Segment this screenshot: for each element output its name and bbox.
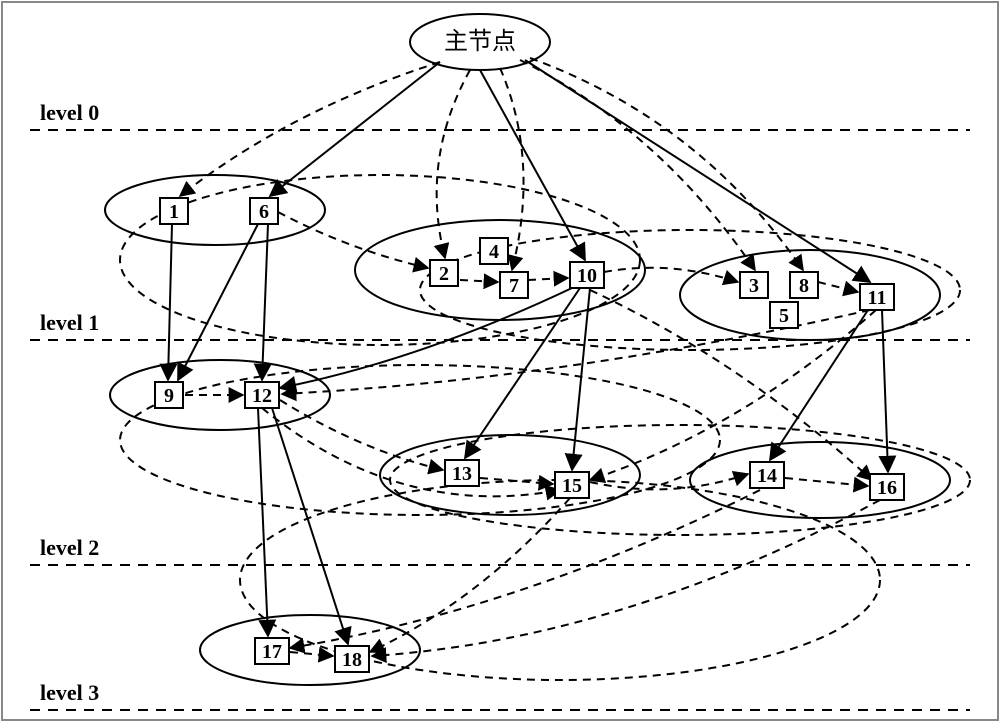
solid-edge [770,310,868,460]
node-18: 18 [335,646,369,672]
node-label-6: 6 [259,201,269,223]
root-node: 主节点 [410,14,550,70]
solid-edge [465,288,580,458]
node-label-9: 9 [164,385,174,407]
dashed-edge [590,310,876,480]
dashed-edge [818,282,858,292]
node-3: 3 [740,272,768,298]
node-label-7: 7 [509,275,519,297]
group-g16 [105,175,325,245]
node-label-12: 12 [252,385,272,407]
solid-edge [168,224,172,380]
solid-edge [525,60,870,282]
solid-edge [258,408,268,636]
node-10: 10 [570,262,604,288]
node-7: 7 [500,272,528,298]
level-label: level 1 [40,310,99,335]
dashed-edge [528,278,568,280]
dashed-edge [278,212,428,268]
node-label-3: 3 [749,275,759,297]
node-14: 14 [750,462,784,488]
node-label-17: 17 [262,641,282,663]
level-label: level 2 [40,535,99,560]
dashed-group [120,365,720,515]
node-2: 2 [430,260,458,286]
group-g1718 [200,615,420,685]
dashed-edge [372,500,880,656]
node-1: 1 [160,198,188,224]
level-label: level 0 [40,100,99,125]
node-label-10: 10 [577,265,597,287]
node-13: 13 [445,460,479,486]
node-label-15: 15 [562,475,582,497]
group-g1315 [380,435,640,515]
dashed-edge [280,400,443,470]
node-16: 16 [870,474,904,500]
dashed-edge [785,478,868,486]
dashed-edge [262,408,560,496]
node-label-8: 8 [799,275,809,297]
node-6: 6 [250,198,278,224]
level-label: level 3 [40,680,99,705]
solid-edges [168,60,888,644]
dashed-group [120,175,640,345]
solid-edge [480,70,585,260]
node-label-1: 1 [169,201,179,223]
dashed-edge [604,268,738,282]
node-label-11: 11 [868,287,887,309]
outer-frame [2,2,998,720]
solid-edge [178,224,258,380]
node-9: 9 [155,382,183,408]
dashed-edge [520,60,755,270]
node-label-4: 4 [489,241,499,263]
node-label-5: 5 [779,305,789,327]
node-5: 5 [770,302,798,328]
solid-edge [262,224,268,380]
dashed-edge [290,652,333,656]
node-17: 17 [255,638,289,664]
node-15: 15 [555,472,589,498]
dashed-edges [180,58,880,656]
dashed-edge [460,280,498,282]
node-8: 8 [790,272,818,298]
node-4: 4 [480,238,508,264]
level-labels: level 0 level 1 level 2 level 3 [40,100,99,705]
node-label-2: 2 [439,263,449,285]
root-label: 主节点 [444,28,516,55]
node-12: 12 [245,382,279,408]
diagram-canvas: 主节点 162471038511912131514161718 level 0l… [0,0,1000,722]
node-label-16: 16 [877,477,897,499]
node-label-18: 18 [342,649,362,671]
node-label-13: 13 [452,463,472,485]
dashed-edge [437,70,470,258]
node-11: 11 [860,284,894,310]
node-label-14: 14 [757,465,777,487]
